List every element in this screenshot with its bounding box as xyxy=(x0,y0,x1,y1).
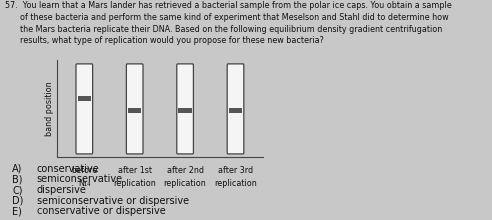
Bar xyxy=(78,96,91,101)
Text: semiconservative: semiconservative xyxy=(37,174,123,184)
FancyBboxPatch shape xyxy=(177,64,193,154)
Text: conservative: conservative xyxy=(37,164,100,174)
Bar xyxy=(229,108,242,113)
Bar xyxy=(128,108,141,113)
Text: D): D) xyxy=(12,196,24,205)
Text: conservative or dispersive: conservative or dispersive xyxy=(37,206,166,216)
Text: semiconservative or dispersive: semiconservative or dispersive xyxy=(37,196,189,205)
Text: replication: replication xyxy=(164,179,207,188)
Text: N₁₄: N₁₄ xyxy=(78,179,91,188)
Text: C): C) xyxy=(12,185,23,195)
Text: A): A) xyxy=(12,164,23,174)
Text: after 3rd: after 3rd xyxy=(218,166,253,175)
Text: replication: replication xyxy=(113,179,156,188)
Text: after 2nd: after 2nd xyxy=(167,166,204,175)
Text: E): E) xyxy=(12,206,22,216)
Text: 57.  You learn that a Mars lander has retrieved a bacterial sample from the pola: 57. You learn that a Mars lander has ret… xyxy=(5,1,452,46)
Bar xyxy=(179,108,192,113)
Text: B): B) xyxy=(12,174,23,184)
Text: dispersive: dispersive xyxy=(37,185,87,195)
FancyBboxPatch shape xyxy=(227,64,244,154)
Text: before: before xyxy=(71,166,97,175)
Text: after 1st: after 1st xyxy=(118,166,152,175)
Y-axis label: band position: band position xyxy=(45,82,54,136)
FancyBboxPatch shape xyxy=(126,64,143,154)
Text: replication: replication xyxy=(214,179,257,188)
FancyBboxPatch shape xyxy=(76,64,92,154)
